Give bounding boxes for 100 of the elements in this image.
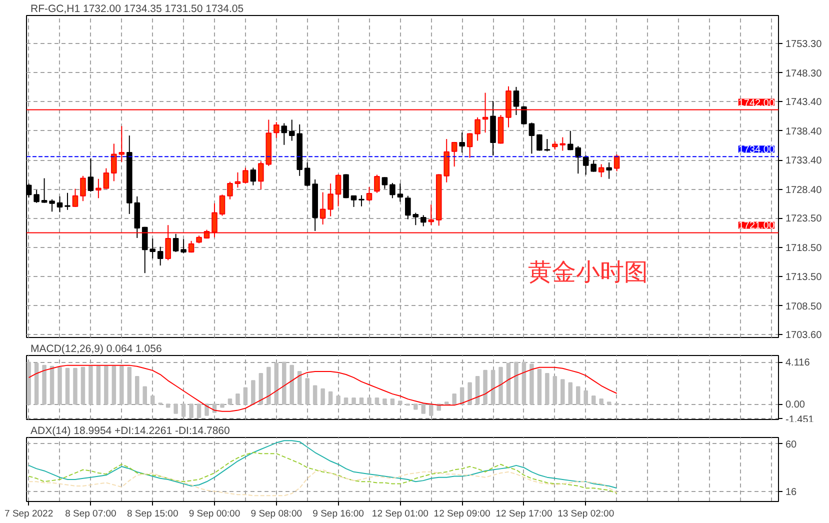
bar: [444, 402, 449, 405]
bar: [452, 393, 456, 405]
candlestick: [320, 192, 326, 226]
bar: [414, 404, 418, 410]
bar: [290, 364, 294, 405]
bar: [228, 398, 232, 405]
bar: [181, 404, 186, 417]
candlestick: [350, 195, 357, 208]
bar: [398, 400, 402, 405]
bar: [584, 390, 588, 405]
bar: [282, 362, 286, 405]
ref-line-label: 1721.00: [738, 220, 775, 232]
bar: [359, 398, 364, 405]
candlestick: [34, 189, 40, 204]
bar: [112, 366, 116, 405]
bar: [328, 391, 333, 405]
line-series: [28, 440, 618, 489]
bar: [382, 398, 387, 405]
bar: [606, 402, 612, 405]
candlestick: [366, 186, 372, 202]
ref-line-label: 1742.00: [738, 98, 775, 109]
candlestick: [219, 194, 226, 216]
candlestick: [528, 122, 535, 154]
bar: [429, 404, 434, 416]
y-tick-label: 0.00: [786, 400, 806, 411]
candlestick: [521, 106, 527, 125]
bar: [522, 362, 526, 405]
bar: [591, 395, 596, 405]
candlestick: [397, 183, 404, 202]
bar: [576, 386, 580, 405]
candlestick: [412, 212, 419, 226]
x-tick-label: 9 Sep 16:00: [312, 508, 364, 520]
y-tick-label: 1718.50: [786, 242, 822, 254]
candlestick: [281, 122, 288, 146]
bar: [258, 372, 264, 405]
candlestick: [451, 141, 458, 168]
bar: [127, 366, 132, 405]
candlestick: [343, 174, 349, 199]
x-tick-label: 8 Sep 07:00: [65, 508, 116, 520]
y-tick-label: 4.116: [786, 358, 810, 369]
bar: [506, 362, 511, 405]
y-tick-label: 1738.40: [786, 126, 822, 138]
candlestick: [606, 162, 612, 180]
candlestick: [234, 172, 241, 188]
bar: [490, 370, 496, 405]
candlestick: [72, 188, 78, 208]
chart-title: RF-GC,H1 1732.00 1734.35 1731.50 1734.05: [30, 3, 244, 15]
candlestick: [513, 86, 520, 116]
bar: [26, 362, 31, 405]
y-tick-label: 1723.50: [786, 214, 822, 225]
candlestick: [304, 162, 310, 187]
bar: [251, 380, 256, 405]
candlestick: [335, 174, 342, 207]
bar: [274, 362, 279, 405]
x-tick-label: 9 Sep 00:00: [188, 508, 240, 520]
candlestick: [172, 233, 179, 253]
bar: [73, 368, 78, 405]
bar: [344, 398, 348, 405]
candlestick: [358, 194, 364, 207]
y-tick-label: 60: [786, 439, 798, 450]
y-tick-label: 16: [786, 486, 798, 498]
bar: [483, 370, 488, 405]
candlestick: [41, 178, 48, 204]
y-tick-label: 1703.60: [786, 330, 822, 342]
candlestick: [273, 122, 280, 138]
y-tick-label: 1733.40: [786, 156, 822, 167]
bar: [336, 395, 340, 405]
bar: [174, 404, 178, 414]
bar: [50, 366, 54, 405]
candlestick: [459, 132, 465, 153]
candlestick: [111, 143, 117, 182]
bar: [166, 404, 170, 408]
candlestick: [474, 116, 480, 142]
bar: [312, 385, 318, 405]
candlestick: [250, 167, 256, 186]
bar: [150, 395, 155, 405]
y-tick-label: 1748.30: [786, 68, 822, 80]
candlestick: [544, 138, 550, 152]
candlestick: [374, 174, 380, 194]
bar: [568, 382, 573, 405]
bar: [305, 378, 310, 405]
bar: [599, 398, 604, 405]
candlestick: [118, 126, 125, 162]
y-tick-label: 1708.50: [786, 301, 822, 312]
candlestick: [80, 175, 86, 202]
candlestick: [466, 132, 473, 158]
line-series: [28, 469, 618, 496]
bar: [189, 404, 194, 418]
bar: [88, 366, 93, 405]
bar: [297, 370, 302, 405]
y-tick-label: 1743.40: [786, 97, 822, 108]
bar: [320, 388, 325, 405]
bar: [196, 404, 202, 418]
y-tick-label: 1753.30: [786, 39, 822, 50]
bar: [421, 404, 426, 414]
bar: [545, 372, 550, 405]
line-series: [28, 452, 618, 494]
bar: [266, 366, 271, 405]
candlestick: [258, 160, 264, 190]
bar: [374, 398, 380, 405]
